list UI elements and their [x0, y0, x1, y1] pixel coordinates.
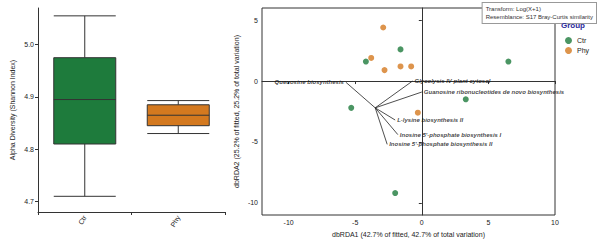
svg-text:5: 5 — [254, 17, 258, 24]
svg-text:Ctr: Ctr — [577, 37, 587, 44]
svg-text:0: 0 — [420, 219, 424, 226]
svg-text:L-lysine biosynthesis II: L-lysine biosynthesis II — [397, 117, 463, 123]
svg-text:Alpha Diversity (Shannon Index: Alpha Diversity (Shannon Index) — [9, 60, 17, 160]
svg-text:Glycolysis IV plant cytosol: Glycolysis IV plant cytosol — [414, 78, 490, 84]
svg-text:dbRDA1 (42.7% of fitted, 42.7%: dbRDA1 (42.7% of fitted, 42.7% of total … — [332, 231, 485, 239]
svg-text:Phy: Phy — [169, 214, 182, 229]
svg-text:Phy: Phy — [577, 47, 590, 55]
svg-text:Ctr: Ctr — [77, 214, 88, 226]
svg-text:Inosine 5'-phosphate biosynthe: Inosine 5'-phosphate biosynthesis I — [400, 132, 502, 138]
svg-text:Group: Group — [561, 21, 585, 30]
svg-text:Guanosine ribonucleotides de n: Guanosine ribonucleotides de novo biosyn… — [424, 89, 565, 95]
svg-text:-10: -10 — [284, 219, 294, 226]
svg-text:dbRDA2 (25.2% of fitted, 25.2%: dbRDA2 (25.2% of fitted, 25.2% of total … — [233, 35, 241, 188]
svg-text:Transform: Log(X+1): Transform: Log(X+1) — [486, 6, 541, 12]
svg-text:10: 10 — [551, 219, 559, 226]
svg-text:4.8: 4.8 — [24, 146, 34, 153]
svg-text:5: 5 — [486, 219, 490, 226]
svg-text:Queuosine biosynthesis: Queuosine biosynthesis — [275, 79, 345, 85]
svg-text:0: 0 — [254, 78, 258, 85]
svg-text:-10: -10 — [248, 199, 258, 206]
svg-text:Inosine 5'-phosphate biosynthe: Inosine 5'-phosphate biosynthesis II — [389, 141, 492, 147]
svg-text:Resemblance: S17 Bray-Curtis s: Resemblance: S17 Bray-Curtis similarity — [486, 14, 593, 20]
svg-text:-5: -5 — [252, 138, 258, 145]
svg-text:4.7: 4.7 — [24, 198, 34, 205]
svg-text:-5: -5 — [352, 219, 358, 226]
svg-text:4.9: 4.9 — [24, 93, 34, 100]
svg-text:5.0: 5.0 — [24, 41, 34, 48]
